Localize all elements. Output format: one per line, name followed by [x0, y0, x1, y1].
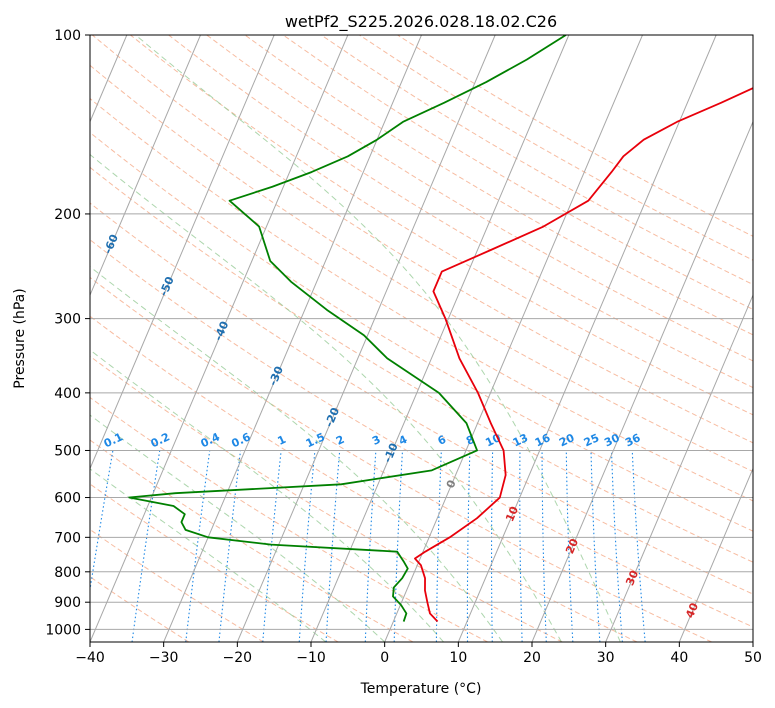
mixing-ratio-line [218, 450, 242, 642]
x-tick-label: −10 [296, 650, 326, 666]
dry-adiabat-line [90, 97, 753, 502]
x-tick-label: 20 [523, 650, 541, 666]
y-tick-label: 300 [54, 312, 81, 328]
dry-adiabat-line [90, 315, 638, 642]
mixing-ratio-line [262, 450, 282, 642]
isotherm-line [384, 35, 643, 642]
dry-adiabat-line [90, 276, 712, 642]
dry-adiabat-line [282, 35, 753, 310]
isotherm-line [605, 293, 753, 642]
mixing-ratio-line [185, 450, 211, 642]
dry-adiabat-line [90, 131, 753, 532]
dry-adiabat-line [90, 355, 563, 642]
moist-adiabat-line [90, 414, 386, 642]
mixing-ratio-label: 13 [511, 431, 530, 449]
isotherm-label: 40 [683, 601, 701, 620]
x-tick-label: 50 [744, 650, 762, 666]
mixing-ratio-line [298, 450, 316, 642]
isotherm-line [457, 35, 717, 642]
mixing-ratio-label: 25 [582, 431, 601, 449]
y-axis: 100 200 300 400 500 600 700 800 900 1000 [45, 28, 90, 638]
x-tick-label: 10 [449, 650, 467, 666]
isotherm-line [678, 467, 753, 642]
mixing-ratio-label: 20 [557, 431, 577, 449]
plot-area: 0.10.20.40.611.52346810131620253036-100-… [90, 35, 753, 642]
y-tick-label: 200 [54, 207, 81, 223]
x-tick-label: 40 [670, 650, 688, 666]
x-tick-label: 30 [597, 650, 615, 666]
moist-adiabat-line [90, 153, 562, 642]
dry-adiabat-line [90, 396, 488, 642]
x-tick-label: −30 [149, 650, 179, 666]
x-tick-label: 0 [380, 650, 389, 666]
mixing-ratio-lines [90, 450, 646, 642]
isotherm-line [310, 35, 570, 642]
isotherm-line [163, 35, 422, 642]
dry-adiabat-line [206, 35, 753, 362]
mixing-ratio-line [393, 450, 404, 642]
y-tick-label: 900 [54, 595, 81, 611]
dry-adiabat-line [90, 202, 753, 595]
y-axis-label: Pressure (hPa) [12, 288, 28, 388]
mixing-ratio-line [491, 450, 494, 642]
x-tick-label: −20 [223, 650, 253, 666]
pressure-gridlines [90, 35, 753, 630]
dry-adiabat-line [90, 528, 264, 642]
dewpoint-line [128, 35, 567, 622]
mixing-ratio-label: 16 [533, 431, 553, 449]
dry-adiabat-line [90, 239, 753, 628]
sounding-profiles [128, 35, 753, 623]
mixing-ratio-line [519, 450, 523, 642]
moist-adiabat-line [135, 35, 621, 642]
mixing-ratio-line [541, 450, 547, 642]
mixing-ratio-line [565, 450, 574, 642]
dry-adiabat-line [168, 35, 753, 389]
chart-title: wetPf2_S225.2026.028.18.02.C26 [285, 12, 557, 32]
mixing-ratio-label: 10 [483, 431, 503, 449]
dry-adiabat-line [90, 483, 339, 642]
mixing-ratio-line [610, 450, 623, 642]
y-tick-label: 700 [54, 530, 81, 546]
x-axis-label: Temperature (°C) [360, 681, 482, 697]
y-tick-label: 800 [54, 565, 81, 581]
isotherm-line [90, 35, 349, 642]
moist-adiabats [90, 35, 621, 642]
plot-frame [89, 34, 754, 643]
moist-adiabat-line [90, 266, 503, 642]
mixing-ratio-label: 36 [623, 431, 643, 449]
y-tick-label: 500 [54, 443, 81, 459]
mixing-ratio-line [631, 450, 646, 642]
isotherm-label: 10 [503, 504, 521, 523]
mixing-ratio-line [364, 450, 377, 642]
dry-adiabat-line [90, 64, 753, 473]
temperature-line [414, 87, 753, 623]
isotherm-line [531, 120, 753, 642]
y-tick-label: 600 [54, 491, 81, 507]
mixing-ratio-line [435, 450, 442, 642]
isotherm-label: 20 [563, 536, 581, 555]
isotherm-label: 30 [623, 568, 641, 587]
isotherm-line [90, 35, 275, 470]
x-tick-label: −40 [75, 650, 105, 666]
mixing-ratio-label: 30 [602, 431, 622, 449]
mixing-ratio-line [325, 450, 341, 642]
mixing-ratio-line [466, 450, 471, 642]
isotherm-line [90, 35, 201, 297]
y-tick-label: 100 [54, 28, 81, 44]
dry-adiabat-line [244, 35, 753, 336]
y-tick-label: 400 [54, 386, 81, 402]
y-tick-label: 1000 [45, 622, 81, 638]
moist-adiabat-line [90, 349, 444, 642]
mixing-ratio-line [590, 450, 601, 642]
moist-adiabat-line [90, 468, 327, 642]
x-axis: −40 −30 −20 −10 0 10 20 30 40 50 [75, 642, 762, 666]
